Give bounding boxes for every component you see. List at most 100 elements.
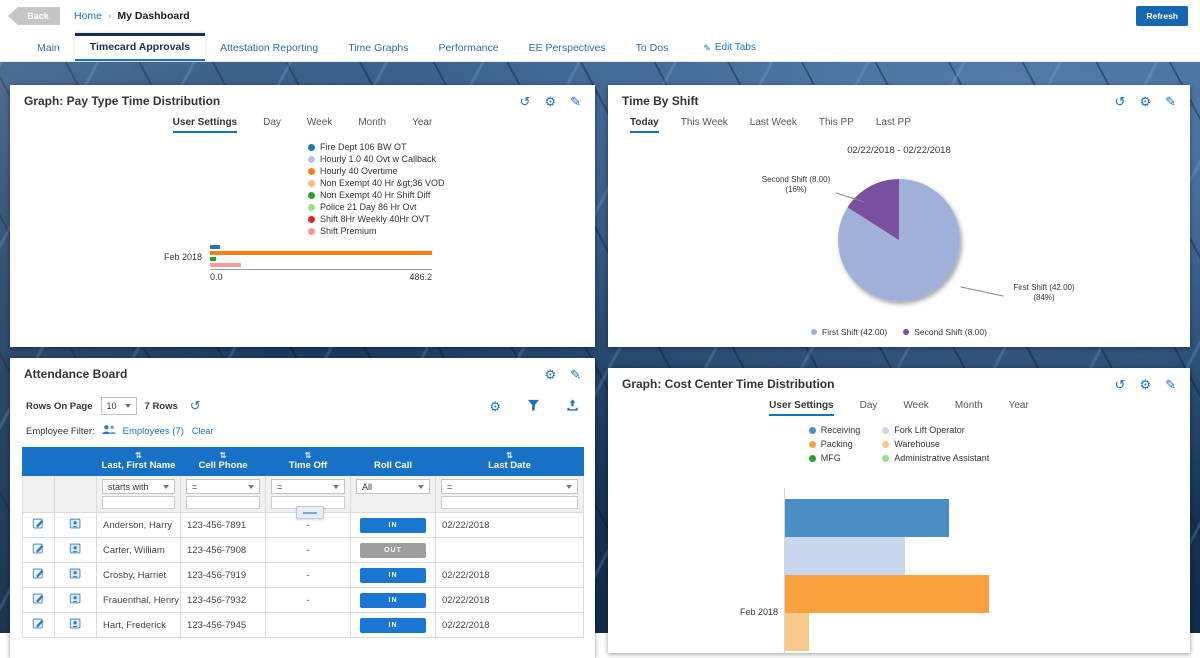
tab-user-settings[interactable]: User Settings (769, 400, 834, 416)
roll-call-button[interactable]: IN (360, 617, 426, 633)
legend-label: Administrative Assistant (894, 453, 990, 463)
tab-this-pp[interactable]: This PP (818, 117, 854, 128)
pencil-icon[interactable]: ✎ (570, 366, 581, 382)
legend-dot (308, 143, 315, 151)
gear-icon[interactable]: ⚙ (544, 366, 557, 382)
note-edit-icon[interactable] (22, 512, 55, 538)
tab-month[interactable]: Month (954, 400, 983, 411)
tab-this-week[interactable]: This Week (680, 117, 728, 128)
note-edit-icon[interactable] (22, 537, 55, 563)
filter-operator-select[interactable]: = (441, 479, 578, 494)
pencil-icon: ✎ (703, 43, 711, 53)
edit-tabs-button[interactable]: ✎ Edit Tabs (703, 35, 756, 61)
pie-callout-second-shift: Second Shift (8.00) (16%) (761, 175, 831, 194)
filter-funnel-icon[interactable] (527, 399, 540, 414)
tab-performance[interactable]: Performance (438, 42, 499, 54)
filter-operator-select[interactable]: = (271, 479, 345, 494)
column-header-last-first-name[interactable]: ⇅ Last, First Name (96, 447, 181, 476)
clear-filter-link[interactable]: Clear (191, 426, 214, 436)
breadcrumb-home-link[interactable]: Home (74, 10, 103, 22)
tab-ee-perspectives[interactable]: EE Perspectives (528, 42, 606, 54)
person-card-icon[interactable] (54, 537, 97, 563)
legend-label: Police 21 Day 86 Hr Ovt (320, 202, 417, 212)
bar-non-exempt-40-hr-shift-diff (210, 257, 216, 261)
legend-label: MFG (820, 453, 841, 463)
tab-user-settings[interactable]: User Settings (172, 117, 238, 133)
tab-week[interactable]: Week (306, 117, 333, 128)
tab-attestation-reporting[interactable]: Attestation Reporting (220, 42, 319, 54)
filter-operator-select[interactable]: starts with (102, 479, 175, 494)
tab-main[interactable]: Main (37, 42, 60, 54)
filter-value-input[interactable] (186, 496, 260, 509)
filter-operator-value: All (362, 481, 373, 492)
rows-on-page-select[interactable]: 10 (100, 397, 137, 415)
tab-to-dos[interactable]: To Dos (635, 42, 669, 54)
column-label: Last, First Name (101, 460, 176, 471)
reset-icon[interactable]: ↺ (1114, 376, 1126, 392)
cell-roll-call: IN (350, 587, 436, 613)
pencil-icon[interactable]: ✎ (1165, 93, 1176, 109)
legend-dot (308, 215, 315, 223)
bar-hourly-40-overtime (210, 251, 432, 255)
gear-icon[interactable]: ⚙ (1139, 93, 1152, 109)
tab-day[interactable]: Day (859, 400, 878, 411)
cell-roll-call: IN (350, 512, 436, 538)
tab-last-pp[interactable]: Last PP (875, 117, 911, 128)
cell-roll-call: IN (350, 562, 436, 588)
export-icon[interactable] (566, 398, 579, 414)
sort-icon[interactable]: ⇅ (135, 451, 142, 460)
sort-icon[interactable]: ⇅ (506, 451, 513, 460)
sort-icon[interactable]: ⇅ (219, 451, 227, 460)
reset-icon[interactable]: ↺ (189, 398, 201, 413)
tab-year[interactable]: Year (1008, 400, 1029, 411)
header-row: ⇅Last, First Name⇅Cell Phone⇅Time Off⇅Ro… (22, 447, 584, 476)
gear-icon[interactable]: ⚙ (544, 93, 557, 109)
cell-name: Carter, William (96, 537, 181, 563)
gear-icon[interactable]: ⚙ (1139, 376, 1152, 392)
back-button[interactable]: Back (8, 7, 60, 25)
note-edit-icon[interactable] (22, 612, 55, 638)
tab-year[interactable]: Year (412, 117, 433, 128)
pencil-icon[interactable]: ✎ (570, 93, 581, 109)
legend-dot (308, 155, 315, 163)
column-header-time-off[interactable]: ⇅ Time Off (265, 447, 351, 476)
pay-type-x-axis: 0.0 486.2 (210, 269, 432, 282)
filter-value-input[interactable] (441, 496, 578, 509)
tab-time-graphs[interactable]: Time Graphs (348, 42, 409, 54)
employees-filter-link[interactable]: Employees (7) (122, 425, 184, 437)
column-header-roll-call[interactable]: ⇅Roll Call (350, 447, 436, 476)
gear-icon[interactable]: ⚙ (489, 398, 501, 414)
legend-label: First Shift (42.00) (822, 327, 888, 337)
reset-icon[interactable]: ↺ (519, 93, 531, 109)
tab-week[interactable]: Week (903, 400, 929, 411)
cell-last-date: 02/22/2018 (435, 562, 584, 588)
note-edit-icon[interactable] (22, 587, 55, 613)
column-header-cell-phone[interactable]: ⇅ Cell Phone (180, 447, 266, 476)
tab-today[interactable]: Today (630, 117, 659, 133)
sort-icon[interactable]: ⇅ (304, 451, 312, 460)
person-card-icon[interactable] (54, 512, 97, 538)
tab-month[interactable]: Month (358, 117, 387, 128)
roll-call-button[interactable]: IN (360, 567, 426, 583)
refresh-button[interactable]: Refresh (1136, 6, 1188, 26)
note-edit-icon[interactable] (22, 562, 55, 588)
person-card-icon[interactable] (54, 562, 97, 588)
pencil-icon[interactable]: ✎ (1165, 376, 1176, 392)
roll-call-button[interactable]: IN (360, 517, 426, 533)
chevron-down-icon (333, 484, 339, 489)
reset-icon[interactable]: ↺ (1114, 93, 1126, 109)
roll-call-button[interactable]: OUT (360, 542, 426, 558)
pay-type-period-tabs: User Settings Day Week Month Year (10, 117, 595, 133)
chevron-down-icon (163, 484, 169, 489)
filter-operator-select[interactable]: = (186, 479, 260, 494)
tab-timecard-approvals[interactable]: Timecard Approvals (74, 33, 206, 61)
tab-day[interactable]: Day (263, 117, 281, 128)
tab-last-week[interactable]: Last Week (749, 117, 797, 128)
cost-center-y-axis (784, 488, 785, 653)
filter-value-input[interactable] (102, 496, 175, 509)
column-header-last-date[interactable]: ⇅ Last Date (435, 447, 584, 476)
filter-operator-select[interactable]: All (356, 479, 430, 494)
person-card-icon[interactable] (54, 612, 97, 638)
person-card-icon[interactable] (54, 587, 97, 613)
roll-call-button[interactable]: IN (360, 592, 426, 608)
